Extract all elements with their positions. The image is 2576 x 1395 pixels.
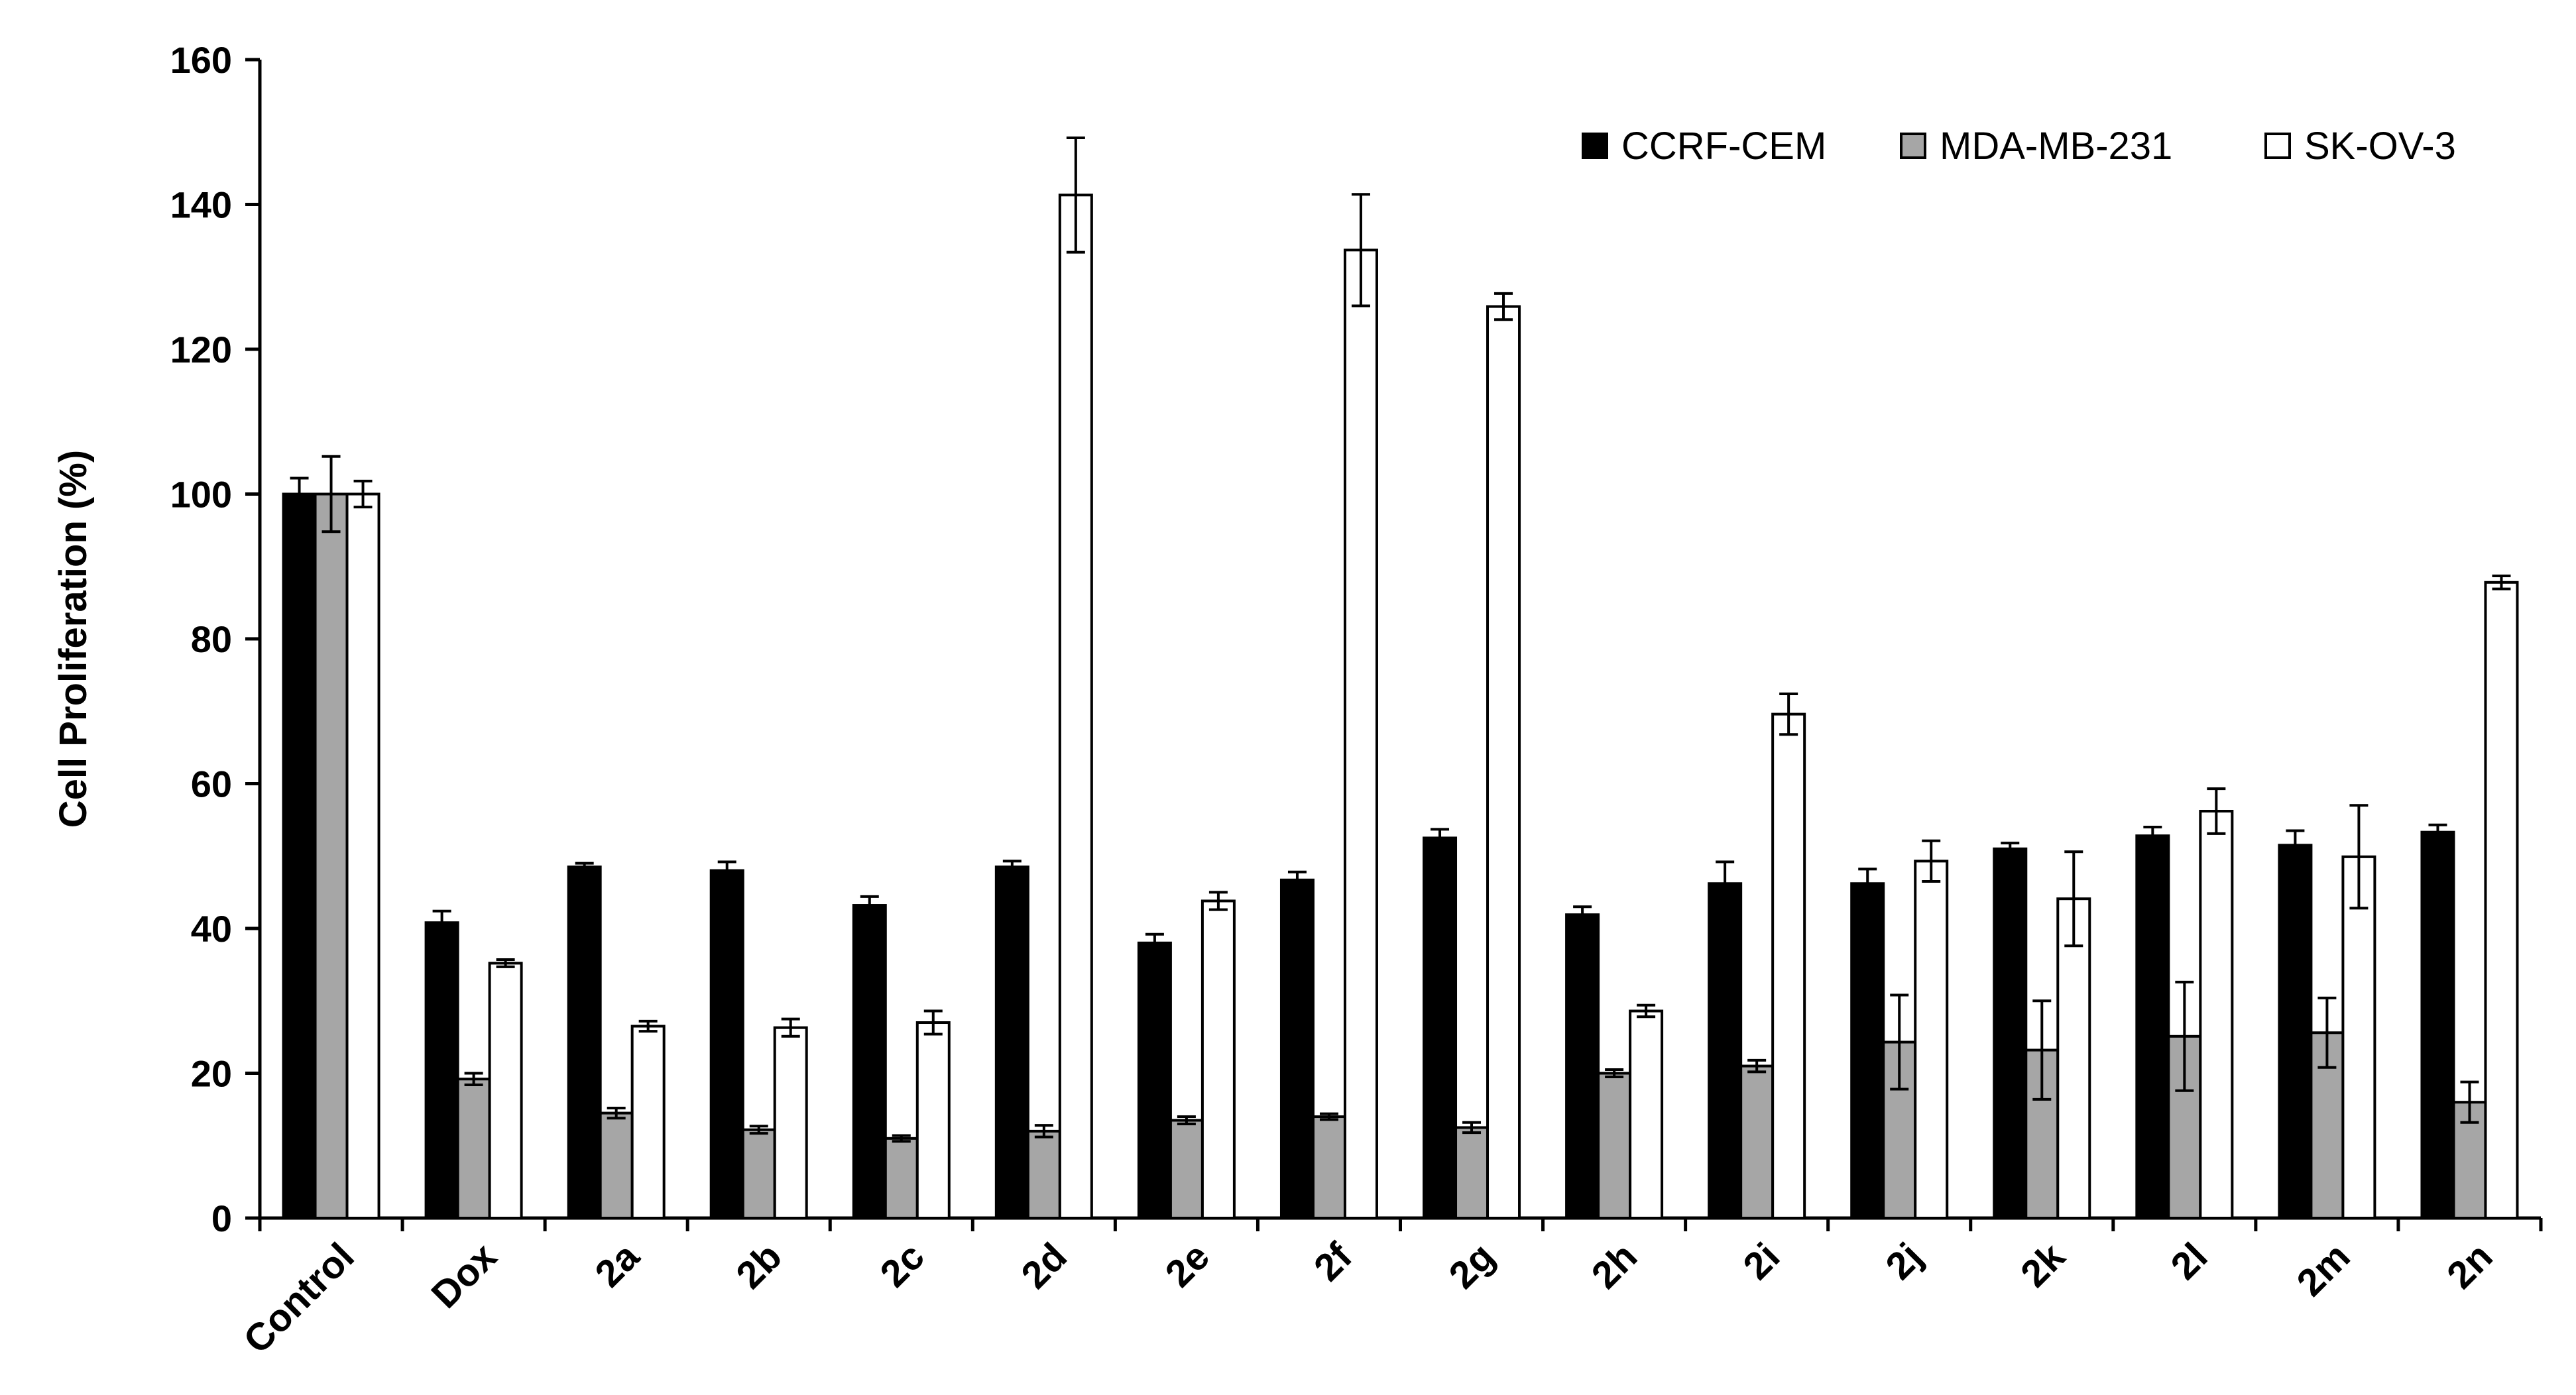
y-tick-label: 140 <box>170 184 232 226</box>
x-tick-label: 2a <box>587 1235 648 1296</box>
y-tick-label: 80 <box>191 618 232 660</box>
bar <box>1279 878 1315 1219</box>
x-tick-label: 2j <box>1877 1235 1930 1288</box>
bar <box>1343 249 1378 1219</box>
bar <box>2135 834 2170 1220</box>
bar <box>1486 305 1521 1220</box>
bar <box>345 492 381 1219</box>
bar <box>1914 860 1949 1219</box>
bar <box>773 1026 808 1219</box>
bar <box>567 865 602 1219</box>
x-tick-label: 2h <box>1583 1235 1645 1297</box>
bar <box>1311 1115 1346 1220</box>
y-tick-label: 0 <box>211 1198 232 1239</box>
bar <box>282 492 317 1219</box>
legend-label: MDA-MB-231 <box>1940 125 2172 168</box>
y-tick-label: 40 <box>191 908 232 950</box>
bar <box>994 865 1029 1219</box>
legend-swatch <box>1582 133 1608 159</box>
bar <box>1850 882 1885 1219</box>
x-ticks: Control Dox 2a 2b 2c 2d 2e 2f 2g 2h 2i 2j 2k 2l 2m 2n <box>235 1218 2543 1362</box>
bar <box>456 1078 491 1219</box>
y-tick-label: 120 <box>170 329 232 370</box>
y-tick-label: 60 <box>191 763 232 805</box>
x-tick-label: 2f <box>1306 1235 1361 1290</box>
bar <box>424 921 459 1219</box>
legend: CCRF-CEM MDA-MB-231 SK-OV-3 <box>1582 125 2456 168</box>
legend-swatch <box>1900 133 1926 159</box>
x-tick-label: 2e <box>1157 1235 1218 1296</box>
bar <box>2341 855 2376 1219</box>
bar <box>630 1025 666 1220</box>
y-tick-label: 100 <box>170 474 232 516</box>
x-tick-label: Control <box>235 1235 363 1362</box>
bar <box>2484 581 2519 1219</box>
bar <box>852 904 887 1220</box>
x-tick-label: 2k <box>2013 1235 2074 1296</box>
x-tick-label: 2l <box>2162 1235 2215 1288</box>
bar <box>1565 913 1600 1220</box>
legend-swatch <box>2264 133 2291 159</box>
bar <box>2420 830 2455 1219</box>
bar <box>1771 712 1806 1219</box>
bar <box>2199 810 2234 1219</box>
bar <box>1708 882 1743 1219</box>
bars <box>282 194 2519 1220</box>
y-axis-title: Cell Proliferation (%) <box>52 450 95 828</box>
bar <box>1137 941 1172 1219</box>
x-tick-label: 2n <box>2439 1235 2501 1297</box>
x-tick-label: 2i <box>1735 1235 1788 1288</box>
legend-label: CCRF-CEM <box>1621 125 1826 168</box>
y-tick-label: 20 <box>191 1053 232 1095</box>
x-tick-label: 2m <box>2288 1235 2358 1304</box>
legend-label: SK-OV-3 <box>2304 125 2456 168</box>
bar <box>314 492 349 1219</box>
bar <box>1169 1119 1204 1219</box>
bar <box>915 1021 951 1220</box>
x-tick-label: Dox <box>423 1235 504 1316</box>
bar <box>1993 847 2028 1219</box>
bar <box>599 1111 634 1220</box>
bar <box>1454 1126 1490 1219</box>
bar <box>1423 836 1458 1219</box>
bar <box>1739 1064 1775 1219</box>
y-ticks: 0 20 40 60 80 100 120 140 160 <box>170 39 260 1239</box>
x-tick-label: 2g <box>1440 1235 1503 1297</box>
bar <box>1200 899 1236 1219</box>
bar <box>1058 194 1093 1219</box>
bar <box>884 1137 919 1219</box>
y-tick-label: 160 <box>170 39 232 81</box>
bar <box>488 962 523 1219</box>
bar <box>2278 844 2313 1220</box>
error-bars <box>290 136 2511 1143</box>
bar <box>709 869 744 1219</box>
bar <box>1629 1009 1664 1220</box>
bar <box>2056 897 2091 1220</box>
bar <box>1026 1129 1061 1220</box>
x-tick-label: 2b <box>728 1235 790 1297</box>
x-tick-label: 2d <box>1013 1235 1075 1297</box>
bar <box>741 1128 776 1219</box>
x-tick-label: 2c <box>872 1235 933 1296</box>
bar <box>1597 1072 1632 1219</box>
